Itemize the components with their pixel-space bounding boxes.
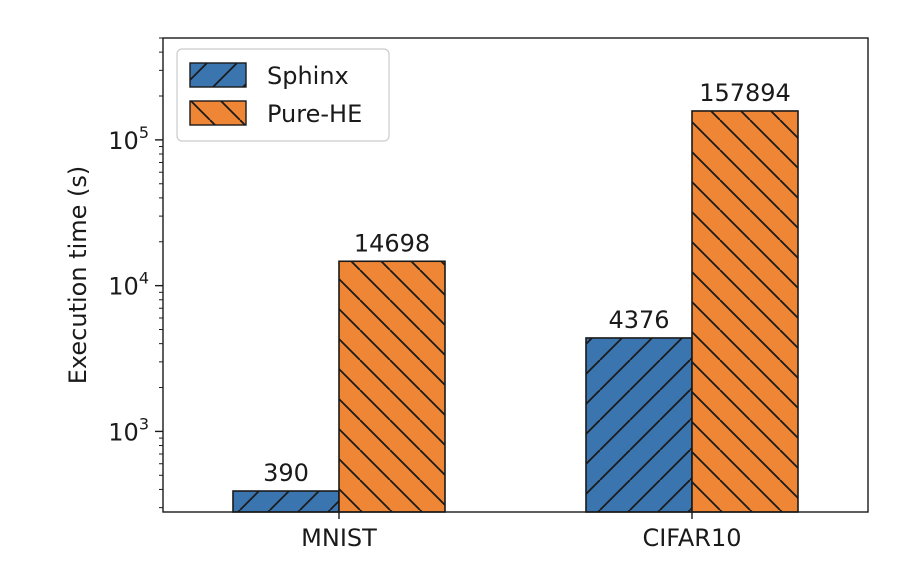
legend: Sphinx Pure-HE: [176, 48, 390, 142]
bar-hatch: [232, 490, 340, 513]
y-tick-label: 103: [108, 414, 149, 446]
y-tick-label: 105: [108, 123, 149, 155]
x-tick-label: CIFAR10: [642, 524, 741, 552]
bars-group: [232, 110, 799, 513]
axes-group: MNIST CIFAR10 103 104 105: [108, 37, 869, 552]
bar-hatch: [338, 260, 446, 513]
plot-frame: [162, 37, 869, 513]
legend-swatch-hatch: [189, 62, 247, 88]
legend-label: Sphinx: [267, 62, 349, 90]
data-label: 14698: [354, 229, 430, 257]
bar-hatch: [691, 110, 799, 513]
x-tick-label: MNIST: [301, 524, 377, 552]
legend-swatch-hatch: [189, 100, 247, 126]
data-label: 157894: [699, 79, 791, 107]
legend-label: Pure-HE: [267, 100, 362, 128]
y-tick-label: 104: [108, 269, 149, 301]
data-labels-group: 390 4376 14698 157894: [263, 79, 791, 487]
data-label: 390: [263, 459, 309, 487]
y-axis-label: Execution time (s): [64, 166, 92, 384]
data-label: 4376: [608, 306, 669, 334]
bar-hatch: [585, 337, 693, 513]
